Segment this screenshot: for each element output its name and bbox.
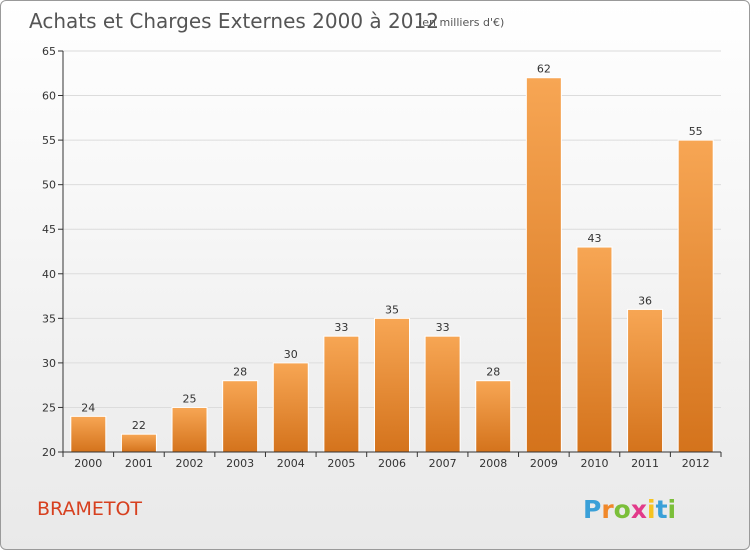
y-tick-labels: 20 25 30 35 40 45 50 55 60 65 [42,45,56,459]
bar-2010 [576,246,613,453]
proxiti-logo: Proxiti [583,495,676,524]
logo-letter: x [631,495,647,524]
bar-2008 [475,380,512,453]
x-tick-label: 2003 [226,457,254,470]
data-label: 28 [233,366,247,379]
data-label: 35 [385,303,399,316]
logo-letter: o [614,495,631,524]
data-labels: 24 22 25 28 30 33 35 33 28 62 43 36 55 [81,63,702,432]
logo-letter: t [656,495,668,524]
x-tick-label: 2004 [277,457,305,470]
x-tick-label: 2002 [176,457,204,470]
data-label: 62 [537,63,551,76]
axes [58,50,722,457]
x-tick-label: 2001 [125,457,153,470]
data-label: 55 [689,125,703,138]
y-tick-label: 55 [42,134,56,147]
logo-letter: i [647,495,656,524]
y-tick-label: 30 [42,357,56,370]
data-label: 25 [183,392,197,405]
bar-2002 [171,406,208,453]
grid-lines [63,50,721,408]
data-label: 36 [638,294,652,307]
data-label: 33 [436,321,450,334]
data-label: 28 [486,366,500,379]
y-tick-label: 25 [42,401,56,414]
y-tick-label: 50 [42,179,56,192]
x-tick-label: 2007 [429,457,457,470]
data-label: 22 [132,419,146,432]
x-tick-label: 2006 [378,457,406,470]
y-tick-label: 35 [42,312,56,325]
bar-2005 [323,335,360,453]
x-tick-label: 2012 [682,457,710,470]
y-tick-label: 65 [42,45,56,58]
y-tick-label: 20 [42,446,56,459]
data-label: 43 [587,232,601,245]
bars [70,77,714,453]
logo-letter: i [668,495,677,524]
bar-2001 [120,433,157,453]
bar-2007 [424,335,461,453]
bar-2009 [525,77,562,453]
data-label: 30 [284,348,298,361]
y-tick-label: 40 [42,268,56,281]
chart-subtitle: (en milliers d'€) [418,16,504,29]
x-tick-labels: 2000 2001 2002 2003 2004 2005 2006 2007 2008 2009… [74,457,709,470]
bar-2004 [272,362,309,453]
bar-2003 [222,380,259,453]
x-tick-label: 2011 [631,457,659,470]
y-tick-label: 60 [42,90,56,103]
bar-2000 [70,415,107,453]
y-tick-label: 45 [42,223,56,236]
data-label: 33 [334,321,348,334]
bar-2012 [677,139,714,453]
x-tick-label: 2009 [530,457,558,470]
x-tick-label: 2008 [479,457,507,470]
x-tick-label: 2005 [327,457,355,470]
x-tick-label: 2000 [74,457,102,470]
logo-letter: r [601,495,614,524]
logo-letter: P [583,495,601,524]
x-tick-label: 2010 [580,457,608,470]
bar-2006 [374,317,410,453]
bar-2011 [627,308,664,453]
chart-title: Achats et Charges Externes 2000 à 2012 [29,9,439,33]
data-label: 24 [81,401,95,414]
commune-name: BRAMETOT [37,498,142,520]
